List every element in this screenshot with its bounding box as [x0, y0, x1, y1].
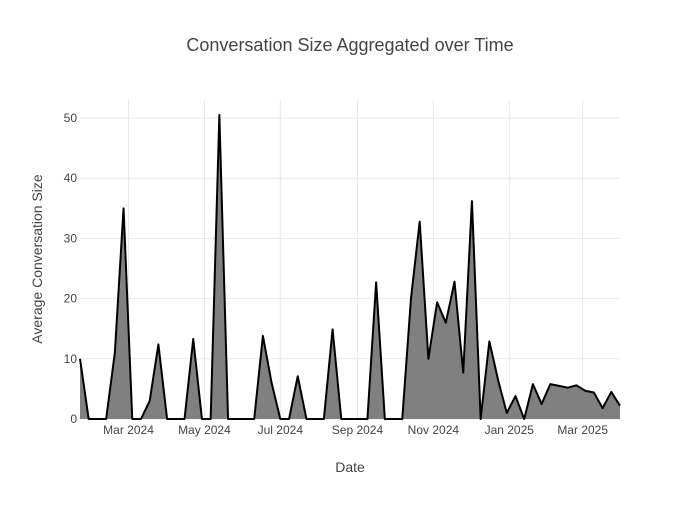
series-line	[79, 114, 621, 420]
y-tick-label: 0	[70, 412, 77, 426]
grid-lines	[80, 100, 620, 420]
area-fill	[80, 115, 620, 420]
y-axis-ticks: 0 10 20 30 40 50	[64, 111, 78, 426]
x-tick-label: Jul 2024	[258, 423, 304, 437]
x-tick-label: Mar 2025	[557, 423, 608, 437]
y-tick-label: 40	[64, 171, 78, 185]
y-tick-label: 50	[64, 111, 78, 125]
y-tick-label: 30	[64, 231, 78, 245]
x-tick-label: May 2024	[178, 423, 231, 437]
chart-title: Conversation Size Aggregated over Time	[186, 35, 513, 55]
y-axis-title: Average Conversation Size	[29, 174, 45, 344]
x-tick-label: Mar 2024	[103, 423, 154, 437]
x-axis-title: Date	[335, 459, 365, 475]
x-tick-label: Sep 2024	[332, 423, 384, 437]
x-tick-label: Nov 2024	[408, 423, 460, 437]
x-axis-ticks: Mar 2024 May 2024 Jul 2024 Sep 2024 Nov 2024…	[103, 423, 608, 437]
y-tick-label: 20	[64, 292, 78, 306]
y-tick-label: 10	[64, 352, 78, 366]
x-tick-label: Jan 2025	[485, 423, 535, 437]
